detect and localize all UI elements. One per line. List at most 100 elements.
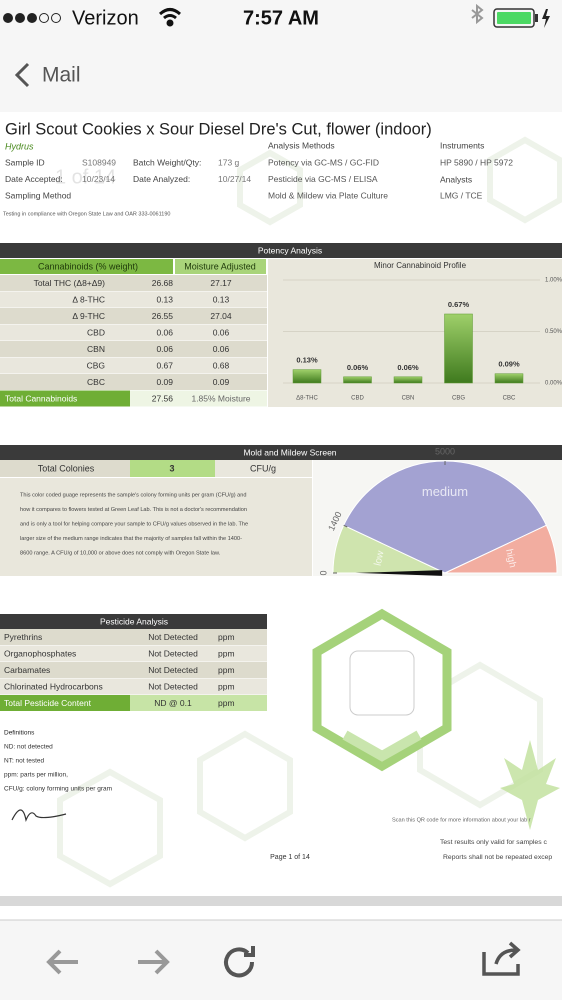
description-line: 8600 range. A CFU/g of 10,000 or above d… <box>20 550 221 556</box>
row-adjusted: 27.04 <box>210 311 232 321</box>
y-tick-label: 1.00% <box>545 278 562 284</box>
analysts-header: Analysts <box>440 174 472 184</box>
pesticide-name: Chlorinated Hydrocarbons <box>4 681 103 691</box>
reload[interactable] <box>224 946 255 978</box>
description-bg <box>0 478 312 576</box>
table-row <box>0 308 267 324</box>
leaf-qr <box>500 740 560 830</box>
method: Pesticide via GC-MS / ELISA <box>268 174 378 184</box>
bar <box>393 376 423 384</box>
instruments: HP 5890 / HP 5972 <box>440 157 513 167</box>
pesticide-name: Carbamates <box>4 665 50 675</box>
table-row <box>0 629 267 645</box>
page-number: Page 1 of 14 <box>270 854 310 861</box>
back-arrow[interactable] <box>46 949 78 975</box>
pesticide-name: Total Pesticide Content <box>4 698 92 708</box>
table-row <box>0 324 267 341</box>
colonies-label: Total Colonies <box>38 463 95 473</box>
colonies-label-cell <box>0 460 130 477</box>
repeat-note: Reports shall not be repeated excep <box>443 854 552 861</box>
doc-title: Girl Scout Cookies x Sour Diesel Dre's C… <box>5 120 432 138</box>
row-adjusted: 0.06 <box>213 344 230 354</box>
bluetooth-icon <box>471 3 484 25</box>
total-cell <box>0 390 130 407</box>
description-line: and is only a tool for helping compare y… <box>20 521 248 527</box>
row-value: 0.13 <box>156 294 173 304</box>
bar <box>494 373 524 384</box>
y-tick-label: 0.00% <box>545 381 562 387</box>
analysts: LMG / TCE <box>440 190 483 200</box>
gauge-zone <box>444 524 558 574</box>
info-cell: Sampling Method <box>5 190 71 200</box>
table-row <box>0 662 267 678</box>
gauge-tick <box>343 524 348 528</box>
definition: ppm: parts per million, <box>4 772 68 779</box>
unit-cell <box>215 460 312 477</box>
wifi <box>158 8 182 27</box>
gauge-needle <box>355 570 443 576</box>
row-label: CBD <box>87 327 105 337</box>
pesticide-result: Not Detected <box>148 632 198 642</box>
x-tick-label: CBC <box>503 396 516 402</box>
colonies-value: 3 <box>169 463 174 473</box>
row-adjusted: 1.85% Moisture <box>191 393 250 403</box>
top-bar <box>0 0 562 112</box>
pesticide-result: Not Detected <box>148 648 198 658</box>
signature <box>11 809 67 823</box>
method: Mold & Mildew via Plate Culture <box>268 190 388 200</box>
carrier: Verizon <box>72 7 139 29</box>
row-value: 27.56 <box>152 393 174 403</box>
definition: NT: not tested <box>4 758 44 765</box>
table-row <box>0 678 267 695</box>
validity-note: Test results only valid for samples c <box>440 839 548 846</box>
share[interactable] <box>482 941 521 976</box>
row-label: CBG <box>87 360 105 370</box>
toolbar <box>0 920 562 1000</box>
back-chevron[interactable] <box>14 62 30 88</box>
gauge-tick-label: 0 <box>318 570 328 575</box>
section-bar <box>0 445 562 460</box>
pesticide-name: Pyrethrins <box>4 632 42 642</box>
definition: ND: not detected <box>4 744 53 751</box>
x-tick-label: CBG <box>452 396 465 402</box>
pesticide-unit: ppm <box>218 665 235 675</box>
row-adjusted: 27.17 <box>210 278 232 288</box>
section-title: Pesticide Analysis <box>100 616 168 626</box>
method: Potency via GC-MS / GC-FID <box>268 157 379 167</box>
row-label: Total Cannabinoids <box>5 393 77 403</box>
value-label: 0.09% <box>498 360 520 369</box>
value-label: 0.06% <box>347 363 369 372</box>
section-bar <box>0 243 562 258</box>
row-value: 0.06 <box>156 327 173 337</box>
info-cell: 10/23/14 <box>82 174 115 184</box>
table-row <box>0 275 267 291</box>
header-cell <box>175 259 266 274</box>
table-header: Cannabinoids (% weight) <box>38 261 138 271</box>
info-cell: 173 g <box>218 157 240 167</box>
pesticide-result: Not Detected <box>148 681 198 691</box>
pesticide-result: ND @ 0.1 <box>154 698 192 708</box>
value-label: 0.67% <box>448 300 470 309</box>
forward-arrow[interactable] <box>138 949 170 975</box>
row-value: 26.55 <box>152 311 174 321</box>
instruments-header: Instruments <box>440 140 484 150</box>
compliance: Testing in compliance with Oregon State … <box>3 211 170 217</box>
info-cell: Date Accepted: <box>5 174 63 184</box>
section-bar <box>0 614 267 629</box>
pesticide-name: Organophosphates <box>4 648 76 658</box>
page-edge <box>0 896 562 906</box>
signal <box>3 13 61 23</box>
stamp: 1 of 14 <box>55 166 116 188</box>
row-value: 0.06 <box>156 344 173 354</box>
row-label: Total THC (Δ8+Δ9) <box>34 278 106 288</box>
row-value: 0.09 <box>156 377 173 387</box>
back-button[interactable]: Mail <box>42 64 81 87</box>
value-label: 0.06% <box>397 363 419 372</box>
description-line: how it compares to flowers tested at Gre… <box>20 507 247 513</box>
chart-title: Minor Cannabinoid Profile <box>374 261 467 270</box>
pesticide-unit: ppm <box>218 681 235 691</box>
row-adjusted: 0.06 <box>213 327 230 337</box>
chart-bg <box>268 259 562 407</box>
client: Hydrus <box>5 141 34 151</box>
